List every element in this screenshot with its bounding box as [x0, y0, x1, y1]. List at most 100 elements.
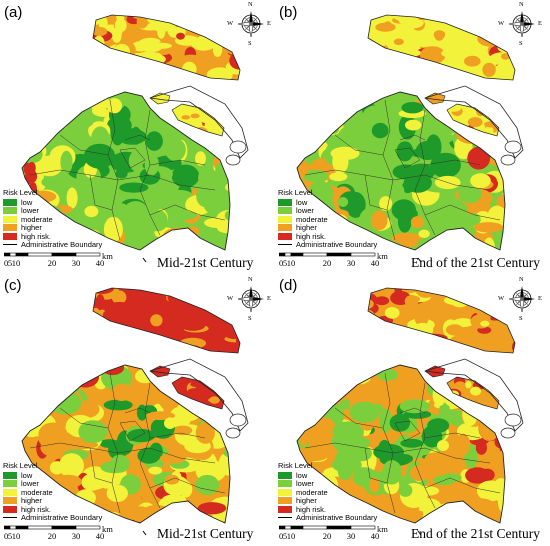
- scale-tick-label: 20: [48, 258, 57, 268]
- scale-tick-label: 10: [12, 531, 21, 541]
- period-caption: End of the 21st Century: [411, 255, 540, 270]
- legend-swatch: [278, 471, 292, 479]
- scale-tick-label: 40: [96, 531, 105, 541]
- compass-s-label: S: [519, 315, 523, 322]
- scale-tick-label: 5: [283, 531, 287, 541]
- legend-boundary: Administrative Boundary: [3, 240, 102, 249]
- compass-w-label: W: [498, 20, 505, 27]
- legend-boundary: Administrative Boundary: [278, 513, 378, 523]
- legend-swatch: [278, 232, 292, 240]
- legend-swatch: [3, 497, 17, 505]
- scale-tick-label: 10: [12, 258, 21, 268]
- legend-label: lower: [21, 206, 39, 216]
- scale-tick-label: 30: [72, 531, 81, 541]
- scale-tick-label: 40: [371, 258, 380, 268]
- legend-label: moderate: [296, 487, 328, 497]
- north-arrow-icon: N S E W: [227, 276, 271, 322]
- legend: Risk Level low lower moderate higher high ris…: [278, 188, 377, 249]
- scale-tick-label: 40: [371, 531, 380, 541]
- legend-swatch: [3, 198, 17, 206]
- scale-bar: 0 5 10 20 30 40 km: [278, 251, 389, 272]
- legend-item: lower: [278, 479, 377, 489]
- scale-tick-label: 0: [4, 531, 8, 541]
- legend-item: higher: [3, 496, 102, 506]
- legend-label: low: [21, 470, 33, 480]
- legend-swatch: [278, 215, 292, 223]
- map-panel-d: (d) N S E W Risk Level low lower moderate highe…: [275, 273, 550, 546]
- legend-boundary: Administrative Boundary: [278, 240, 378, 250]
- scale-tick-label: 10: [287, 258, 296, 268]
- legend-item: high risk.: [3, 505, 102, 514]
- legend-label: lower: [296, 479, 314, 489]
- legend-item: low: [278, 198, 377, 207]
- legend-item: higher: [3, 223, 102, 232]
- compass-rose-icon: [508, 11, 535, 38]
- compass-n-label: N: [519, 276, 524, 283]
- compass-w-label: W: [227, 20, 234, 27]
- legend-swatch: [278, 480, 292, 488]
- scale-tick-label: 0: [279, 258, 283, 268]
- map-panel-c: (c) N S E W Risk Level low lower moderate highe…: [0, 273, 275, 546]
- legend-item: low: [3, 198, 102, 207]
- scale-unit-label: km: [377, 252, 388, 261]
- legend-swatch: [278, 198, 292, 206]
- legend-item: lower: [278, 206, 377, 215]
- legend-item: low: [278, 471, 377, 480]
- panel-label: (d): [279, 277, 298, 294]
- legend-boundary: Administrative Boundary: [3, 513, 102, 522]
- compass-e-label: E: [267, 20, 271, 27]
- legend-label: moderate: [21, 487, 53, 497]
- compass-e-label: E: [538, 20, 542, 27]
- scale-tick-label: 0: [279, 531, 283, 541]
- legend-label: low: [21, 197, 33, 207]
- legend-item: moderate: [3, 488, 102, 497]
- period-caption: End of the 21st Century: [411, 526, 540, 541]
- scale-bar: 0 5 10 20 30 40 km: [3, 524, 114, 545]
- scale-tick-label: 20: [48, 531, 57, 541]
- legend-label: Administrative Boundary: [296, 513, 378, 523]
- compass-n-label: N: [248, 1, 253, 8]
- north-arrow-icon: N S E W: [498, 276, 542, 322]
- compass-rose-icon: [237, 286, 264, 313]
- scale-tick-label: 0: [4, 258, 8, 268]
- scale-tick-label: 10: [287, 531, 296, 541]
- legend-swatch: [3, 488, 17, 496]
- scale-tick-label: 5: [8, 258, 12, 268]
- compass-s-label: S: [248, 40, 252, 47]
- panel-label: (a): [4, 4, 23, 21]
- legend-label: lower: [21, 479, 39, 489]
- scale-tick-label: 30: [347, 258, 356, 268]
- compass-rose-icon: [508, 286, 535, 313]
- compass-rose-icon: [237, 11, 264, 38]
- legend: Risk Level low lower moderate higher high ris…: [3, 188, 102, 249]
- scale-tick-label: 20: [323, 531, 332, 541]
- compass-s-label: S: [248, 315, 252, 322]
- compass-e-label: E: [267, 295, 271, 302]
- legend-item: moderate: [278, 488, 377, 497]
- legend-swatch: [278, 207, 292, 215]
- legend-label: higher: [21, 496, 42, 506]
- north-arrow-icon: N S E W: [227, 1, 271, 47]
- legend-label: Administrative Boundary: [296, 240, 378, 250]
- legend-swatch: [278, 505, 292, 513]
- period-caption: Mid-21st Century: [157, 526, 254, 541]
- legend: Risk Level low lower moderate higher high ris…: [3, 461, 102, 522]
- scale-bar: 0 5 10 20 30 40 km: [3, 251, 114, 272]
- legend-swatch: [3, 224, 17, 232]
- legend-label: high risk.: [296, 504, 327, 514]
- legend-swatch: [3, 505, 17, 513]
- legend-item: higher: [278, 223, 377, 232]
- risk-map-a: [21, 14, 249, 263]
- legend-item: high risk.: [3, 232, 102, 241]
- legend-swatch: [3, 207, 17, 215]
- legend-title: Risk Level: [3, 461, 38, 470]
- map-panel-a: (a) N S E W Risk Level low lower moderate highe…: [0, 0, 275, 273]
- panel-label: (c): [4, 277, 22, 294]
- compass-w-label: W: [227, 295, 234, 302]
- legend-swatch: [278, 224, 292, 232]
- legend-label: low: [296, 470, 308, 480]
